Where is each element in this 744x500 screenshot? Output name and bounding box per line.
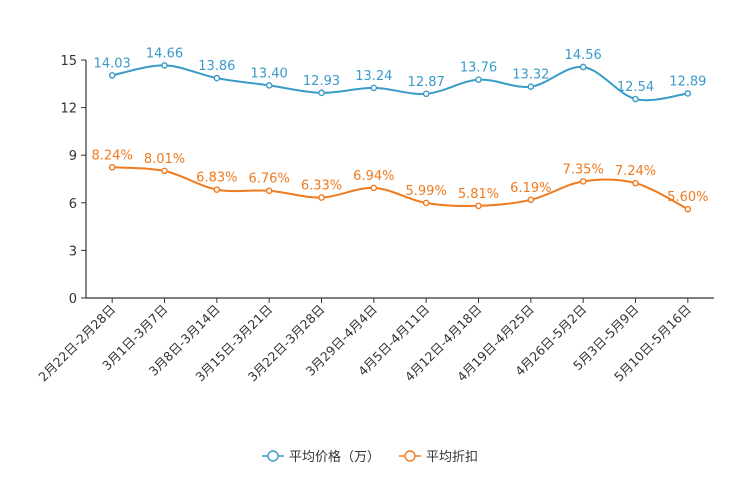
data-point[interactable] [422,90,430,98]
data-label: 5.60% [667,190,708,205]
data-point[interactable] [684,90,692,97]
legend-label: 平均价格（万） [289,449,380,465]
legend-item-1[interactable]: 平均折扣 [399,450,478,465]
legend-marker [267,450,279,462]
series-line [112,166,689,211]
data-point[interactable] [161,167,168,175]
data-point[interactable] [108,163,116,171]
data-point[interactable] [632,179,639,187]
series-layer: 14.03 14.66 13.86 13.40 12.93 13.24 12.87 13.76… [92,46,708,213]
data-point[interactable] [527,196,535,204]
data-label: 13.86 [198,59,235,74]
data-label: 6.19% [510,181,551,196]
data-point[interactable] [579,63,587,71]
data-point[interactable] [475,76,482,83]
data-point[interactable] [475,202,482,210]
data-label: 13.32 [512,68,549,83]
data-point[interactable] [527,83,535,90]
data-point[interactable] [370,84,378,92]
data-point[interactable] [213,74,221,82]
x-tick-label: 2月22日-2月28日 [35,302,118,385]
data-label: 6.33% [301,179,342,194]
data-label: 13.76 [460,61,497,76]
data-point[interactable] [579,178,587,185]
data-point[interactable] [213,186,221,193]
y-tick-label: 12 [60,102,77,117]
data-point[interactable] [684,205,692,213]
y-tick-label: 0 [69,292,77,307]
data-label: 7.35% [563,162,604,177]
legend[interactable]: 平均价格（万） 平均折扣 [262,449,478,465]
data-label: 5.81% [458,187,499,202]
y-tick-label: 6 [69,197,77,212]
y-tick-label: 15 [60,54,77,69]
y-tick-label: 3 [69,244,77,259]
data-label: 14.66 [146,46,183,61]
data-label: 12.89 [669,74,706,89]
data-label: 14.56 [565,48,602,63]
data-label: 12.87 [408,75,445,90]
data-point[interactable] [370,184,378,192]
legend-item-0[interactable]: 平均价格（万） [262,449,380,465]
data-label: 8.24% [92,148,133,163]
data-point[interactable] [265,187,273,195]
axes: 036912152月22日-2月28日3月1日-3月7日3月8日-3月14日3月… [35,54,714,384]
data-label: 13.24 [355,69,392,84]
data-label: 12.54 [617,80,654,95]
data-label: 6.76% [249,172,290,187]
data-point[interactable] [422,199,430,207]
data-label: 5.99% [406,184,447,199]
legend-marker [404,450,416,462]
y-tick-label: 9 [69,149,77,164]
series-0: 14.03 14.66 13.86 13.40 12.93 13.24 12.87 13.76… [94,46,706,103]
data-point[interactable] [318,89,325,97]
series-line [111,64,688,102]
data-label: 8.01% [144,152,185,167]
data-point[interactable] [632,95,639,103]
data-label: 13.40 [251,66,288,81]
data-point[interactable] [318,194,325,201]
data-point[interactable] [265,82,273,89]
legend-label: 平均折扣 [426,450,478,465]
data-label: 6.94% [353,169,394,184]
data-label: 14.03 [94,56,131,71]
data-label: 12.93 [303,74,340,89]
data-label: 6.83% [196,171,237,186]
data-point[interactable] [161,62,168,69]
data-label: 7.24% [615,164,656,179]
data-point[interactable] [108,72,116,79]
series-1: 8.24% 8.01% 6.83% 6.76% 6.33% 6.94% 5.99% 5.81%… [92,148,708,213]
